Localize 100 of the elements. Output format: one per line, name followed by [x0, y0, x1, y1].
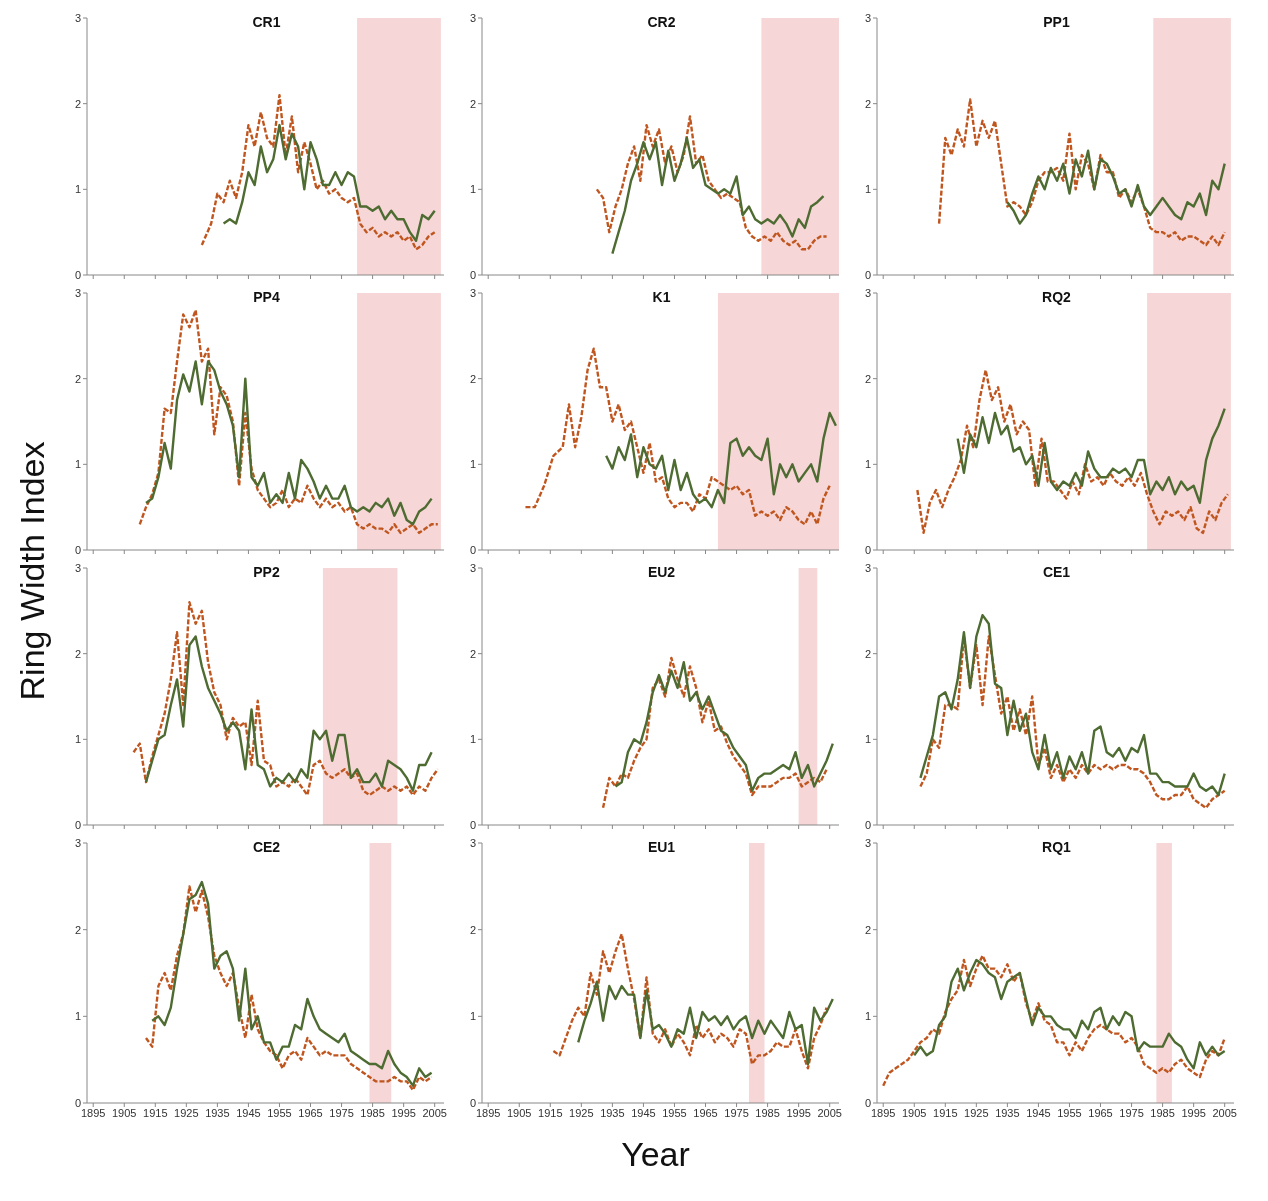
- y-tick-label: 2: [864, 97, 871, 110]
- chart-title: PP2: [252, 564, 281, 580]
- y-tick-label: 3: [864, 11, 871, 24]
- line-series: [604, 411, 838, 509]
- x-tick-label: 1935: [205, 1106, 230, 1119]
- line-series: [916, 368, 1229, 535]
- chart-title: CR2: [646, 14, 677, 30]
- line-series: [611, 136, 825, 255]
- y-tick-label: 1: [864, 733, 871, 746]
- chart-title: PP1: [1042, 14, 1071, 30]
- line-series: [144, 635, 433, 792]
- x-tick-label: 1895: [80, 1106, 106, 1119]
- line-series: [132, 601, 439, 797]
- y-tick-label: 3: [74, 286, 81, 299]
- y-tick-label: 1: [74, 458, 81, 471]
- line-series: [577, 980, 834, 1066]
- x-tick-label: 1945: [631, 1106, 656, 1119]
- y-tick-label: 0: [74, 268, 81, 281]
- y-tick-label: 1: [469, 183, 476, 196]
- x-tick-label: 1925: [569, 1106, 594, 1119]
- line-series: [956, 407, 1226, 505]
- y-tick-label: 3: [864, 561, 871, 574]
- line-series: [882, 954, 1226, 1087]
- line-series: [919, 635, 1226, 810]
- line-series: [601, 656, 828, 810]
- line-series: [144, 360, 433, 526]
- y-tick-label: 0: [469, 543, 476, 556]
- x-tick-label: 1985: [1150, 1106, 1175, 1119]
- y-tick-label: 3: [469, 836, 476, 849]
- y-tick-label: 2: [864, 372, 871, 385]
- x-tick-label: 1925: [174, 1106, 199, 1119]
- y-tick-label: 0: [864, 1096, 871, 1109]
- y-tick-label: 0: [469, 1096, 476, 1109]
- y-tick-label: 2: [74, 923, 81, 936]
- x-tick-label: 1895: [870, 1106, 896, 1119]
- y-tick-label: 0: [74, 543, 81, 556]
- x-tick-label: 2005: [422, 1106, 447, 1119]
- y-tick-label: 3: [74, 561, 81, 574]
- x-tick-label: 1935: [995, 1106, 1020, 1119]
- y-tick-label: 3: [469, 286, 476, 299]
- y-tick-label: 1: [74, 183, 81, 196]
- line-series: [919, 613, 1226, 797]
- x-tick-label: 1965: [693, 1106, 718, 1119]
- y-tick-label: 1: [864, 458, 871, 471]
- x-tick-label: 1905: [112, 1106, 137, 1119]
- x-tick-label: 1915: [143, 1106, 168, 1119]
- x-tick-label: 1915: [933, 1106, 958, 1119]
- y-axis-title: Ring Width Index: [12, 441, 52, 700]
- x-tick-label: 1985: [755, 1106, 780, 1119]
- x-tick-label: 1915: [538, 1106, 563, 1119]
- x-tick-label: 1975: [1119, 1106, 1144, 1119]
- y-tick-label: 3: [74, 836, 81, 849]
- line-series: [595, 115, 828, 251]
- y-tick-label: 1: [469, 1010, 476, 1023]
- line-series: [937, 98, 1226, 247]
- y-tick-label: 3: [864, 836, 871, 849]
- y-tick-label: 3: [469, 561, 476, 574]
- y-tick-label: 1: [469, 458, 476, 471]
- chart-title: PP4: [252, 289, 281, 305]
- y-tick-label: 0: [469, 818, 476, 831]
- x-tick-label: 1975: [329, 1106, 354, 1119]
- y-tick-label: 3: [74, 11, 81, 24]
- y-tick-label: 2: [469, 923, 476, 936]
- y-tick-label: 2: [864, 923, 871, 936]
- y-tick-label: 1: [74, 1010, 81, 1023]
- x-axis-title: Year: [621, 1135, 690, 1174]
- chart-title: CR1: [251, 14, 282, 30]
- x-tick-label: 2005: [817, 1106, 842, 1119]
- chart-title: CE1: [1041, 564, 1072, 580]
- y-tick-label: 2: [469, 372, 476, 385]
- y-tick-label: 2: [469, 647, 476, 660]
- y-tick-label: 0: [864, 543, 871, 556]
- y-tick-label: 2: [74, 97, 81, 110]
- x-tick-label: 1905: [902, 1106, 927, 1119]
- chart-title: CE2: [251, 839, 282, 855]
- line-series: [1006, 149, 1226, 225]
- y-tick-label: 0: [864, 268, 871, 281]
- y-tick-label: 2: [469, 97, 476, 110]
- chart-title: EU2: [646, 564, 677, 580]
- chart-title: K1: [651, 289, 672, 305]
- line-series: [552, 932, 828, 1070]
- chart-title: RQ2: [1041, 289, 1072, 305]
- y-tick-label: 1: [864, 183, 871, 196]
- x-tick-label: 1955: [662, 1106, 687, 1119]
- line-series: [913, 958, 1226, 1070]
- y-tick-label: 0: [469, 268, 476, 281]
- line-series: [222, 123, 436, 242]
- x-tick-label: 1975: [724, 1106, 749, 1119]
- line-series: [524, 347, 831, 526]
- y-tick-label: 1: [469, 733, 476, 746]
- x-tick-label: 1935: [600, 1106, 625, 1119]
- x-tick-label: 1955: [1057, 1106, 1082, 1119]
- x-tick-label: 1995: [786, 1106, 811, 1119]
- x-tick-label: 1925: [964, 1106, 989, 1119]
- x-tick-label: 1995: [391, 1106, 416, 1119]
- y-tick-label: 2: [74, 372, 81, 385]
- y-tick-label: 3: [864, 286, 871, 299]
- x-tick-label: 1965: [1088, 1106, 1113, 1119]
- y-tick-label: 0: [74, 1096, 81, 1109]
- x-tick-label: 1955: [267, 1106, 292, 1119]
